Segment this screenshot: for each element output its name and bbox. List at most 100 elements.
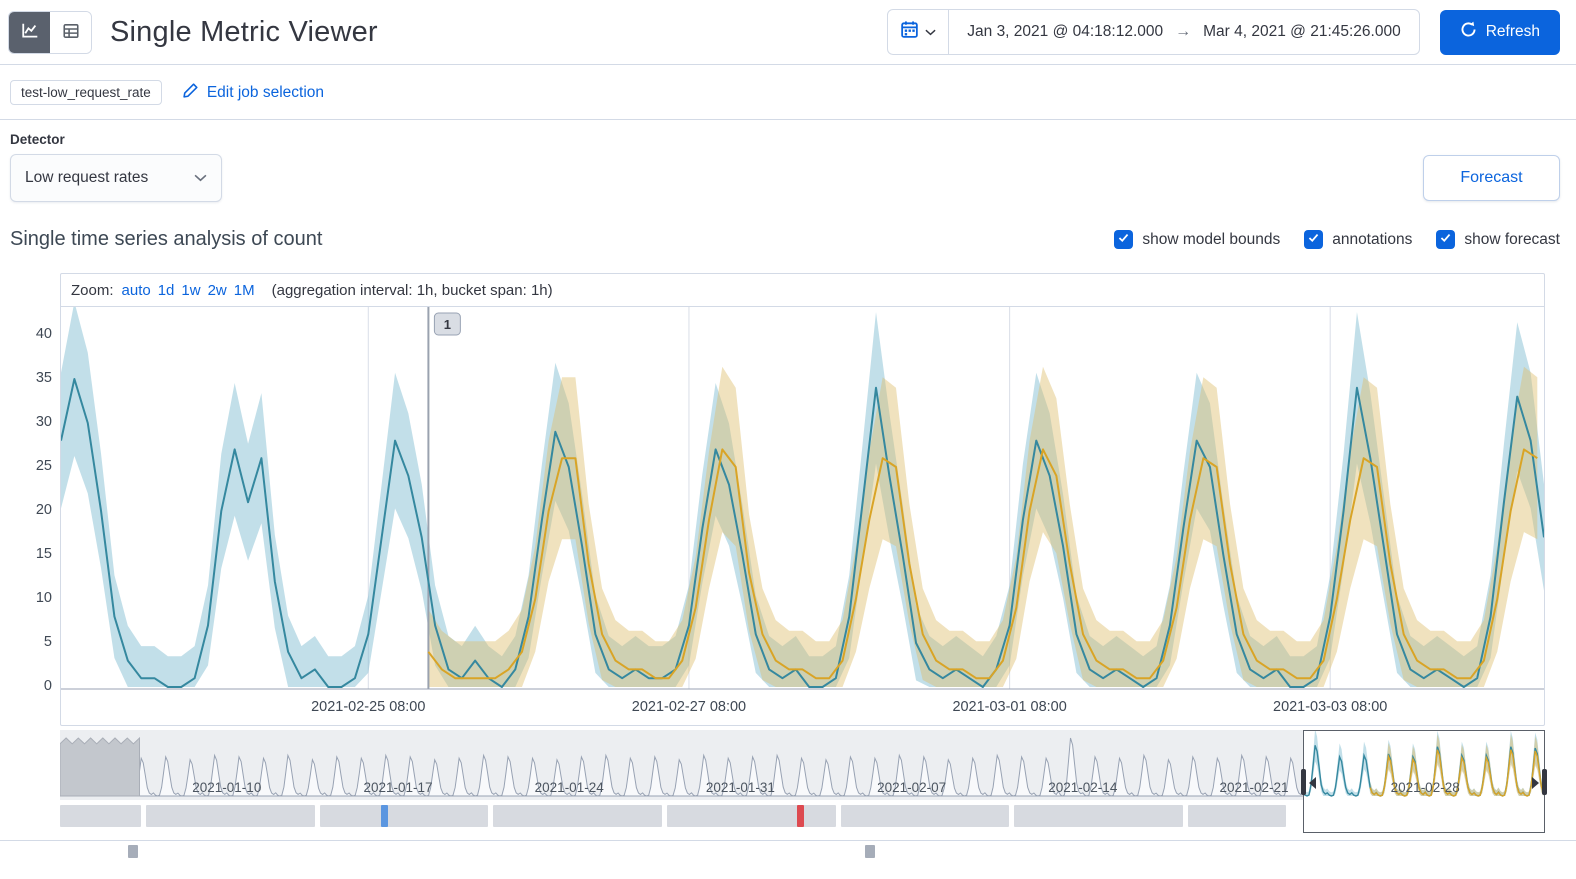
range-arrow-icon: → — [1175, 23, 1192, 40]
page-title: Single Metric Viewer — [110, 15, 378, 48]
bottom-swimlane-track[interactable] — [60, 845, 1545, 858]
detector-selected-value: Low request rates — [25, 169, 149, 186]
svg-text:2021-02-14: 2021-02-14 — [1048, 780, 1118, 795]
svg-text:2021-01-17: 2021-01-17 — [363, 780, 432, 795]
annotation-cell[interactable] — [146, 805, 315, 827]
y-axis-tick: 20 — [35, 502, 52, 518]
refresh-button[interactable]: Refresh — [1439, 9, 1560, 55]
show-forecast-option[interactable]: show forecast — [1436, 230, 1560, 249]
y-axis-tick: 5 — [43, 634, 52, 650]
brush-left-handle[interactable] — [1300, 769, 1306, 795]
check-icon — [1307, 231, 1320, 249]
analysis-header: Single time series analysis of count sho… — [10, 228, 1560, 251]
brush-right-handle[interactable] — [1541, 769, 1547, 795]
zoom-auto-link[interactable]: auto — [121, 281, 151, 299]
table-view-button[interactable] — [50, 11, 91, 53]
zoom-1d-link[interactable]: 1d — [157, 281, 175, 299]
swimlane-cell[interactable] — [128, 845, 139, 858]
pencil-icon — [182, 82, 199, 104]
show-model-bounds-label: show model bounds — [1142, 230, 1281, 248]
svg-text:2021-02-25 08:00: 2021-02-25 08:00 — [311, 699, 425, 715]
svg-text:2021-01-31: 2021-01-31 — [706, 780, 775, 795]
annotation-cell[interactable] — [1188, 805, 1286, 827]
main-chart-svg[interactable]: 2021-02-25 08:00 2021-02-27 08:00 2021-03-… — [61, 307, 1544, 725]
y-axis-tick: 40 — [35, 326, 52, 342]
annotation-cell[interactable] — [840, 805, 1010, 827]
annotation-cell[interactable] — [60, 805, 142, 827]
job-selection-bar: test-low_request_rate Edit job selection — [0, 65, 1576, 119]
y-axis-tick: 35 — [35, 370, 52, 386]
chart-options: show model bounds annotations show forec… — [1114, 230, 1560, 249]
chevron-down-icon — [925, 23, 936, 41]
main-chart-region: 0 5 10 15 20 25 30 35 40 Zoom: auto 1d 1w 2w 1M … — [36, 273, 1545, 726]
page-header: Single Metric Viewer Jan 3, 2021 @ 04:18… — [0, 0, 1576, 64]
annotation-cell[interactable] — [667, 805, 836, 827]
job-badge: test-low_request_rate — [10, 80, 162, 105]
svg-text:1: 1 — [444, 317, 451, 332]
header-divider — [0, 64, 1576, 65]
zoom-2w-link[interactable]: 2w — [207, 281, 227, 299]
svg-text:2021-01-10: 2021-01-10 — [192, 780, 261, 795]
annotation-cell[interactable] — [493, 805, 662, 827]
annotation-marker[interactable] — [796, 805, 804, 827]
show-forecast-checkbox[interactable] — [1436, 230, 1456, 249]
show-forecast-label: show forecast — [1464, 230, 1560, 248]
zoom-1w-link[interactable]: 1w — [181, 281, 201, 299]
check-icon — [1117, 231, 1130, 249]
y-axis-tick: 30 — [35, 414, 52, 430]
detector-section: Detector Low request rates Forecast — [0, 120, 1576, 202]
bottom-swimlane — [0, 840, 1576, 860]
refresh-label: Refresh — [1485, 23, 1540, 40]
zoom-1M-link[interactable]: 1M — [233, 281, 255, 299]
swimlane-cell[interactable] — [865, 845, 876, 858]
detector-select[interactable]: Low request rates — [10, 154, 222, 202]
y-axis-tick: 15 — [35, 546, 52, 562]
time-selection-brush[interactable] — [1300, 730, 1547, 833]
forecast-button[interactable]: Forecast — [1423, 155, 1560, 201]
annotation-cell[interactable] — [1014, 805, 1183, 827]
svg-text:2021-02-27 08:00: 2021-02-27 08:00 — [632, 699, 746, 715]
y-axis-labels: 0 5 10 15 20 25 30 35 40 — [10, 273, 52, 726]
chevron-down-icon — [194, 169, 207, 187]
show-model-bounds-option[interactable]: show model bounds — [1114, 230, 1280, 249]
zoom-label: Zoom: — [71, 281, 114, 299]
analysis-title: Single time series analysis of count — [10, 228, 323, 250]
table-icon — [62, 22, 80, 43]
refresh-icon — [1460, 21, 1477, 43]
brush-left-arrow-icon — [1308, 777, 1316, 789]
annotation-track[interactable] — [60, 805, 1545, 827]
check-icon — [1439, 231, 1452, 249]
page: Single Metric Viewer Jan 3, 2021 @ 04:18… — [0, 0, 1576, 860]
y-axis-tick: 0 — [43, 678, 52, 694]
show-model-bounds-checkbox[interactable] — [1114, 230, 1134, 249]
y-axis-tick: 10 — [35, 590, 52, 606]
annotations-checkbox[interactable] — [1304, 230, 1324, 249]
annotation-cell[interactable] — [319, 805, 489, 827]
start-time[interactable]: Jan 3, 2021 @ 04:18:12.000 — [967, 23, 1164, 40]
aggregation-note: (aggregation interval: 1h, bucket span: … — [271, 281, 553, 299]
edit-job-selection-label: Edit job selection — [206, 83, 325, 101]
annotations-label: annotations — [1332, 230, 1413, 248]
annotation-marker[interactable] — [380, 805, 389, 827]
line-chart-icon — [21, 22, 39, 43]
svg-text:2021-02-28: 2021-02-28 — [1391, 780, 1460, 795]
zoom-bar: Zoom: auto 1d 1w 2w 1M (aggregation inte… — [61, 274, 1544, 307]
svg-text:2021-01-24: 2021-01-24 — [535, 780, 605, 795]
svg-text:2021-03-03 08:00: 2021-03-03 08:00 — [1273, 699, 1387, 715]
view-toggle-group — [8, 10, 92, 54]
context-chart-svg[interactable]: 2021-01-10 2021-01-17 2021-01-24 2021-01-31… — [60, 730, 1545, 800]
detector-label: Detector — [10, 132, 65, 147]
edit-job-selection-link[interactable]: Edit job selection — [182, 82, 324, 104]
time-range-picker: Jan 3, 2021 @ 04:18:12.000 → Mar 4, 2021… — [887, 9, 1420, 55]
job-divider — [0, 119, 1576, 120]
y-axis-tick: 25 — [35, 458, 52, 474]
svg-text:2021-02-07: 2021-02-07 — [877, 780, 946, 795]
main-chart-panel: Zoom: auto 1d 1w 2w 1M (aggregation inte… — [60, 273, 1545, 726]
brush-right-arrow-icon — [1531, 777, 1539, 789]
annotations-option[interactable]: annotations — [1304, 230, 1412, 249]
svg-text:2021-03-01 08:00: 2021-03-01 08:00 — [952, 699, 1066, 715]
context-region: 2021-01-10 2021-01-17 2021-01-24 2021-01-31… — [60, 730, 1547, 833]
chart-view-button[interactable] — [9, 11, 50, 53]
end-time[interactable]: Mar 4, 2021 @ 21:45:26.000 — [1203, 23, 1401, 40]
quick-select-button[interactable] — [888, 10, 950, 54]
